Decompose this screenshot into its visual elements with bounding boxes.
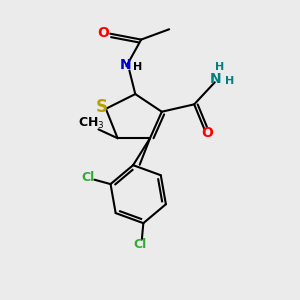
Text: H: H <box>133 62 142 72</box>
Text: S: S <box>95 98 107 116</box>
Text: Cl: Cl <box>82 171 95 184</box>
Text: N: N <box>120 58 132 72</box>
Text: N: N <box>210 72 221 86</box>
Text: H: H <box>225 76 234 86</box>
Text: O: O <box>202 126 213 140</box>
Text: Cl: Cl <box>134 238 147 251</box>
Text: O: O <box>97 26 109 40</box>
Text: CH$_3$: CH$_3$ <box>78 116 104 131</box>
Text: H: H <box>214 62 224 72</box>
